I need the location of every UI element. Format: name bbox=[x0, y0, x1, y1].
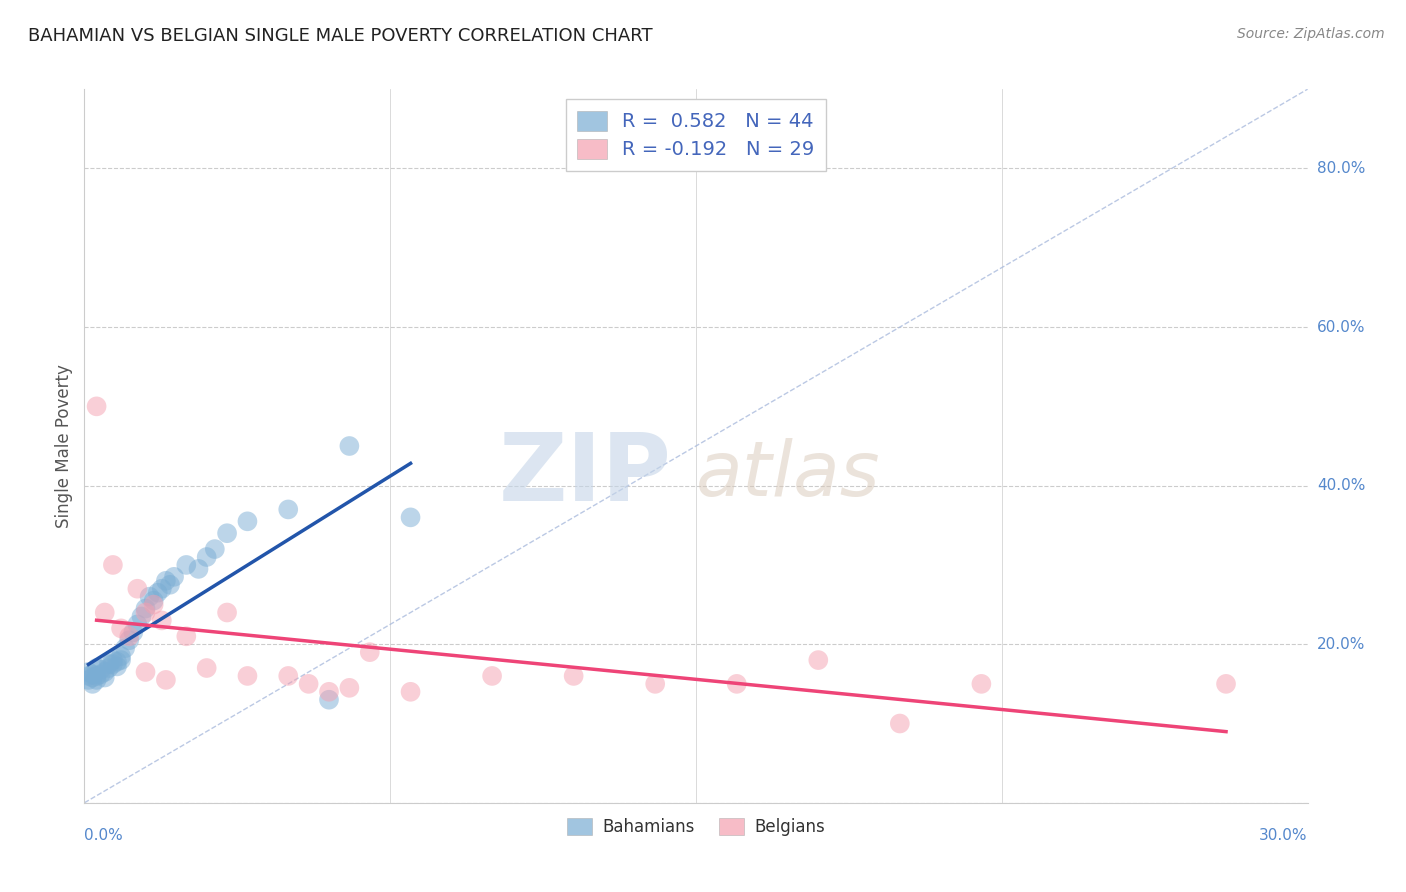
Point bbox=[163, 570, 186, 584]
Point bbox=[359, 645, 381, 659]
Point bbox=[318, 685, 340, 699]
Point bbox=[150, 582, 173, 596]
Point bbox=[82, 667, 104, 681]
Point bbox=[82, 677, 104, 691]
Point bbox=[77, 669, 100, 683]
Point bbox=[114, 641, 136, 656]
Point bbox=[93, 665, 115, 679]
Point bbox=[110, 653, 132, 667]
Point bbox=[90, 667, 112, 681]
Point bbox=[339, 681, 361, 695]
Text: Source: ZipAtlas.com: Source: ZipAtlas.com bbox=[1237, 27, 1385, 41]
Text: BAHAMIAN VS BELGIAN SINGLE MALE POVERTY CORRELATION CHART: BAHAMIAN VS BELGIAN SINGLE MALE POVERTY … bbox=[28, 27, 652, 45]
Point bbox=[725, 677, 748, 691]
Y-axis label: Single Male Poverty: Single Male Poverty bbox=[55, 364, 73, 528]
Legend: R =  0.582   N = 44, R = -0.192   N = 29: R = 0.582 N = 44, R = -0.192 N = 29 bbox=[565, 99, 827, 171]
Point bbox=[77, 673, 100, 687]
Point bbox=[277, 669, 299, 683]
Point bbox=[399, 685, 422, 699]
Point bbox=[127, 582, 149, 596]
Point bbox=[807, 653, 830, 667]
Point bbox=[131, 609, 153, 624]
Text: ZIP: ZIP bbox=[499, 428, 672, 521]
Point bbox=[970, 677, 993, 691]
Point bbox=[122, 625, 145, 640]
Point bbox=[236, 514, 259, 528]
Point bbox=[93, 671, 115, 685]
Text: 40.0%: 40.0% bbox=[1317, 478, 1365, 493]
Point bbox=[644, 677, 666, 691]
Point bbox=[204, 542, 226, 557]
Point bbox=[110, 621, 132, 635]
Point bbox=[101, 653, 124, 667]
Text: 20.0%: 20.0% bbox=[1317, 637, 1365, 652]
Point bbox=[399, 510, 422, 524]
Point bbox=[155, 673, 177, 687]
Point bbox=[195, 549, 218, 564]
Point bbox=[97, 661, 120, 675]
Point bbox=[93, 606, 115, 620]
Point bbox=[86, 661, 108, 675]
Point bbox=[86, 400, 108, 414]
Point bbox=[146, 585, 169, 599]
Point bbox=[135, 601, 157, 615]
Point bbox=[174, 629, 197, 643]
Point bbox=[101, 558, 124, 572]
Point bbox=[277, 502, 299, 516]
Point bbox=[174, 558, 197, 572]
Point bbox=[318, 692, 340, 706]
Point bbox=[97, 657, 120, 671]
Point bbox=[339, 439, 361, 453]
Point bbox=[118, 633, 141, 648]
Point bbox=[142, 593, 165, 607]
Point bbox=[155, 574, 177, 588]
Point bbox=[195, 661, 218, 675]
Text: 30.0%: 30.0% bbox=[1260, 828, 1308, 843]
Text: 0.0%: 0.0% bbox=[84, 828, 124, 843]
Text: 80.0%: 80.0% bbox=[1317, 161, 1365, 176]
Point bbox=[1215, 677, 1237, 691]
Point bbox=[86, 669, 108, 683]
Point bbox=[138, 590, 160, 604]
Point bbox=[110, 649, 132, 664]
Point bbox=[127, 617, 149, 632]
Point bbox=[82, 671, 104, 685]
Point bbox=[481, 669, 503, 683]
Point bbox=[187, 562, 209, 576]
Point bbox=[159, 578, 181, 592]
Point bbox=[298, 677, 321, 691]
Point bbox=[118, 629, 141, 643]
Point bbox=[105, 655, 128, 669]
Point bbox=[135, 665, 157, 679]
Point bbox=[562, 669, 585, 683]
Point bbox=[90, 663, 112, 677]
Text: atlas: atlas bbox=[696, 438, 880, 511]
Point bbox=[101, 657, 124, 671]
Point bbox=[135, 606, 157, 620]
Point bbox=[86, 673, 108, 687]
Point bbox=[105, 659, 128, 673]
Point bbox=[77, 665, 100, 679]
Point bbox=[236, 669, 259, 683]
Point bbox=[217, 526, 239, 541]
Point bbox=[889, 716, 911, 731]
Point bbox=[150, 614, 173, 628]
Point bbox=[217, 606, 239, 620]
Text: 60.0%: 60.0% bbox=[1317, 319, 1365, 334]
Point bbox=[142, 598, 165, 612]
